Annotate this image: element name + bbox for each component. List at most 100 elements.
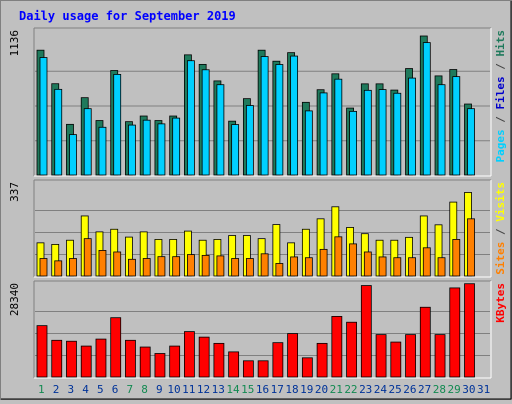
legend-entry: /	[494, 57, 507, 77]
bar-files	[319, 92, 328, 176]
day-label: 9	[156, 383, 163, 396]
bar-kbytes	[95, 338, 107, 378]
bar-kbytes	[66, 340, 77, 378]
panel-visits: 337 Sites / Visits	[8, 179, 507, 278]
bar-kbytes	[80, 345, 92, 378]
bar-files	[231, 124, 240, 176]
day-label: 20	[315, 383, 328, 396]
bar-sites	[39, 258, 48, 277]
day-label: 12	[197, 383, 210, 396]
bar-kbytes	[242, 360, 254, 378]
day-label: 30	[462, 383, 475, 396]
day-label: 8	[141, 383, 148, 396]
bar-files	[437, 84, 446, 176]
bar-kbytes	[51, 339, 63, 378]
bar-kbytes	[346, 321, 357, 378]
bar-sites	[83, 238, 92, 277]
bar-sites	[69, 258, 77, 277]
day-label: 5	[97, 383, 104, 396]
legend-entry: Sites	[494, 242, 507, 275]
bar-sites	[142, 258, 151, 277]
bar-kbytes	[125, 339, 136, 378]
bar-sites	[245, 258, 254, 277]
bar-kbytes	[360, 285, 372, 378]
bar-sites	[467, 218, 475, 277]
bar-sites	[319, 248, 328, 277]
bar-sites	[172, 256, 181, 277]
bar-sites	[422, 247, 431, 277]
bar-kbytes	[405, 334, 416, 378]
day-label: 7	[127, 383, 134, 396]
bar-files	[275, 64, 284, 176]
bar-files	[157, 123, 166, 176]
bar-sites	[363, 251, 372, 277]
day-label: 24	[374, 383, 388, 396]
day-label: 29	[448, 383, 461, 396]
bar-kbytes	[375, 334, 387, 378]
day-label: 11	[182, 383, 195, 396]
bar-files	[378, 89, 387, 176]
bar-kbytes	[301, 357, 313, 378]
day-label: 22	[344, 383, 357, 396]
day-label: 2	[53, 383, 60, 396]
bar-files	[363, 89, 372, 176]
bar-kbytes	[331, 316, 343, 378]
bar-kbytes	[419, 306, 431, 378]
bar-files	[113, 74, 122, 176]
bar-files	[69, 134, 77, 176]
day-label: 4	[82, 383, 89, 396]
chart-title: Daily usage for September 2019	[19, 9, 236, 23]
bar-files	[422, 42, 431, 176]
bar-kbytes	[316, 342, 328, 378]
bar-files	[245, 105, 254, 176]
bar-files	[304, 110, 313, 176]
bar-sites	[157, 256, 166, 277]
day-label: 13	[212, 383, 225, 396]
day-label: 1	[38, 383, 45, 396]
bar-kbytes	[257, 360, 269, 378]
bar-kbytes	[184, 331, 195, 378]
bar-sites	[128, 258, 136, 277]
bar-files	[216, 84, 225, 176]
bar-sites	[260, 253, 269, 277]
bar-sites	[408, 257, 416, 277]
legend-entry: Files	[494, 76, 507, 109]
day-label: 18	[285, 383, 298, 396]
bar-files	[54, 88, 63, 176]
day-label: 27	[418, 383, 431, 396]
bar-files	[260, 56, 269, 176]
legend-entry: KBytes	[494, 283, 507, 323]
day-label: 16	[256, 383, 269, 396]
legend: Pages / Files / Hits	[494, 30, 507, 163]
legend-entry: /	[494, 110, 507, 130]
day-label: 23	[359, 383, 372, 396]
day-label: 3	[68, 383, 75, 396]
bar-kbytes	[228, 351, 240, 378]
bar-files	[187, 60, 195, 176]
bar-sites	[393, 257, 402, 277]
bar-sites	[113, 251, 122, 277]
day-label: 14	[226, 383, 240, 396]
bar-kbytes	[287, 333, 299, 378]
panel-kbytes: 28340 KBytes	[8, 280, 507, 379]
bar-sites	[437, 257, 446, 277]
y-max-label: 1136	[8, 30, 21, 57]
day-labels: 1 2 3 4 5 6 7 8 9 10 11 12 13 14 15 16 17 18 19 20 21 22 23 24 2…	[38, 383, 490, 396]
bar-sites	[231, 258, 240, 277]
day-label: 10	[167, 383, 180, 396]
bar-sites	[54, 260, 63, 277]
bar-files	[142, 119, 151, 176]
bar-files	[39, 57, 48, 176]
day-label: 6	[112, 383, 119, 396]
bar-files	[349, 110, 357, 176]
bar-sites	[378, 256, 387, 277]
bar-kbytes	[449, 287, 461, 378]
bar-files	[408, 77, 416, 176]
bar-files	[393, 92, 402, 176]
legend: Sites / Visits	[494, 182, 507, 275]
bar-sites	[349, 243, 357, 277]
bar-kbytes	[139, 346, 151, 378]
day-label: 19	[300, 383, 313, 396]
